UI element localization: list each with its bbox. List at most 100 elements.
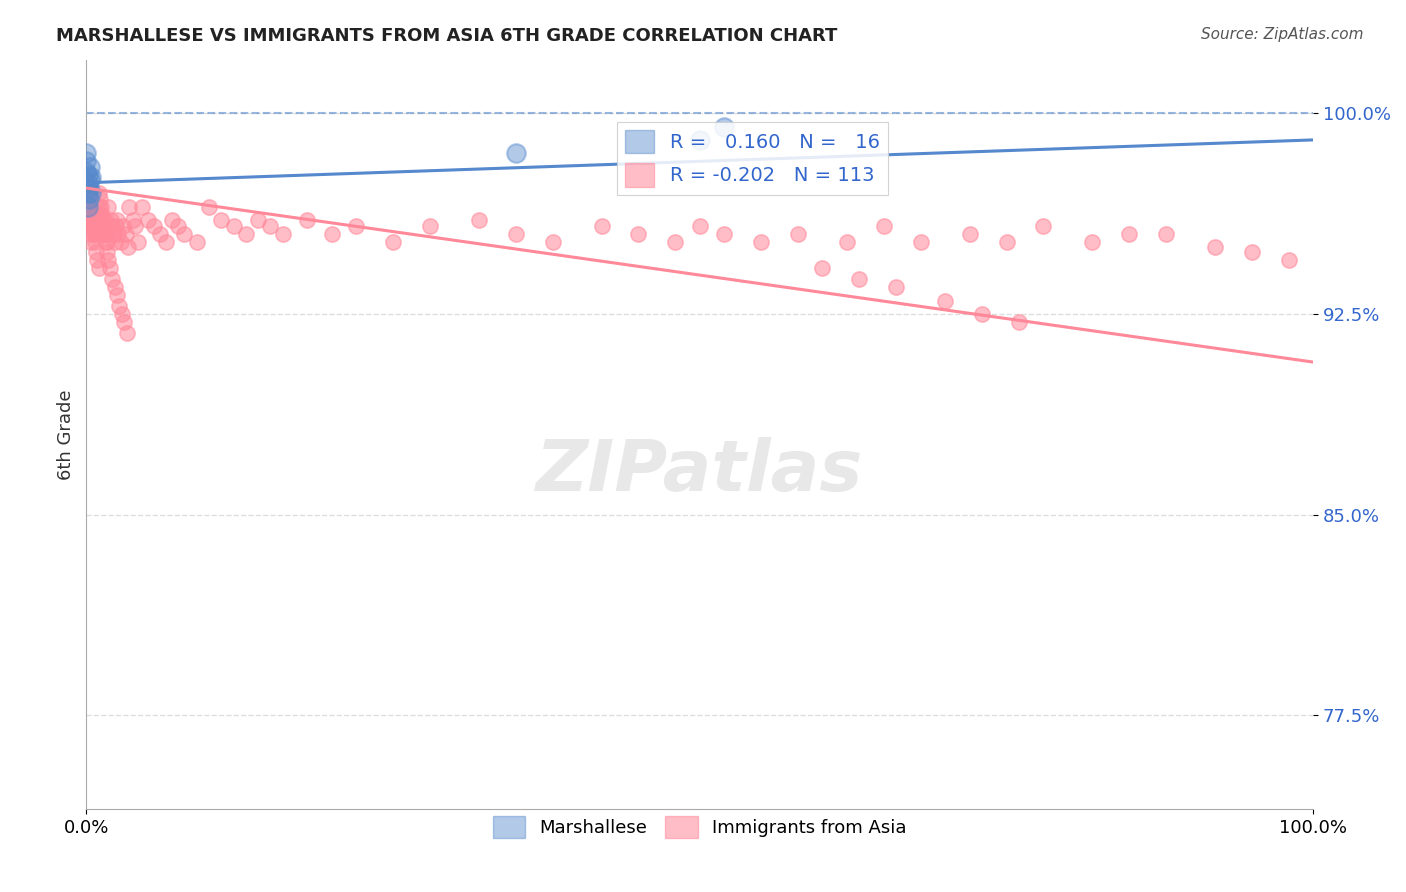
Point bbox=[749, 235, 772, 249]
Point bbox=[84, 208, 107, 222]
Point bbox=[1118, 227, 1140, 241]
Point bbox=[505, 146, 527, 161]
Point bbox=[96, 235, 118, 249]
Point bbox=[97, 253, 120, 268]
Point bbox=[1278, 253, 1301, 268]
Point bbox=[80, 170, 103, 185]
Point bbox=[1032, 219, 1054, 233]
Point bbox=[101, 272, 124, 286]
Point bbox=[87, 186, 110, 201]
Point bbox=[247, 213, 270, 227]
Point bbox=[83, 219, 105, 233]
Point bbox=[209, 213, 232, 227]
Point bbox=[90, 200, 112, 214]
Text: Source: ZipAtlas.com: Source: ZipAtlas.com bbox=[1201, 27, 1364, 42]
Point bbox=[80, 235, 103, 249]
Point bbox=[271, 227, 294, 241]
Point bbox=[970, 307, 993, 321]
Point bbox=[79, 200, 101, 214]
Point bbox=[93, 227, 115, 241]
Point bbox=[505, 227, 527, 241]
Point bbox=[91, 219, 114, 233]
Point bbox=[627, 227, 650, 241]
Point bbox=[835, 235, 858, 249]
Point bbox=[82, 219, 104, 233]
Point bbox=[873, 219, 896, 233]
Point bbox=[79, 219, 101, 233]
Point bbox=[259, 219, 281, 233]
Point bbox=[76, 186, 98, 201]
Point bbox=[90, 208, 112, 222]
Point bbox=[79, 205, 101, 219]
Point bbox=[959, 227, 981, 241]
Point bbox=[664, 235, 686, 249]
Point bbox=[468, 213, 491, 227]
Point bbox=[76, 200, 98, 214]
Point bbox=[75, 192, 97, 206]
Point bbox=[1204, 240, 1226, 254]
Point bbox=[89, 192, 111, 206]
Point bbox=[689, 133, 711, 147]
Point bbox=[105, 213, 128, 227]
Point bbox=[103, 235, 125, 249]
Point bbox=[76, 200, 98, 214]
Point bbox=[76, 186, 98, 201]
Point bbox=[76, 168, 98, 182]
Point bbox=[83, 235, 105, 249]
Point bbox=[80, 186, 103, 201]
Point bbox=[198, 200, 221, 214]
Text: ZIPatlas: ZIPatlas bbox=[536, 437, 863, 507]
Point bbox=[77, 181, 100, 195]
Point bbox=[77, 192, 100, 206]
Point bbox=[75, 146, 97, 161]
Point bbox=[344, 219, 367, 233]
Point bbox=[76, 176, 98, 190]
Point bbox=[76, 181, 98, 195]
Point bbox=[1008, 315, 1031, 329]
Point bbox=[112, 219, 135, 233]
Point bbox=[108, 299, 131, 313]
Point bbox=[84, 245, 107, 260]
Point bbox=[77, 213, 100, 227]
Point bbox=[110, 235, 132, 249]
Point bbox=[160, 213, 183, 227]
Point bbox=[419, 219, 441, 233]
Point bbox=[112, 315, 135, 329]
Point bbox=[149, 227, 172, 241]
Point bbox=[124, 219, 146, 233]
Point bbox=[77, 192, 100, 206]
Point bbox=[93, 227, 115, 241]
Point bbox=[114, 227, 136, 241]
Point bbox=[155, 235, 177, 249]
Point bbox=[910, 235, 932, 249]
Point bbox=[321, 227, 343, 241]
Point bbox=[222, 219, 245, 233]
Point bbox=[87, 200, 110, 214]
Point bbox=[104, 219, 127, 233]
Point bbox=[89, 213, 111, 227]
Point bbox=[107, 227, 129, 241]
Point bbox=[87, 261, 110, 276]
Point bbox=[91, 208, 114, 222]
Point bbox=[84, 219, 107, 233]
Point bbox=[101, 219, 124, 233]
Point bbox=[382, 235, 405, 249]
Point bbox=[1081, 235, 1104, 249]
Point bbox=[142, 219, 165, 233]
Point bbox=[167, 219, 190, 233]
Point bbox=[111, 307, 134, 321]
Point bbox=[79, 160, 101, 174]
Point bbox=[93, 213, 115, 227]
Point bbox=[94, 227, 117, 241]
Point bbox=[1154, 227, 1177, 241]
Point bbox=[295, 213, 318, 227]
Point bbox=[97, 200, 120, 214]
Point bbox=[75, 154, 97, 169]
Point bbox=[83, 227, 105, 241]
Point bbox=[848, 272, 870, 286]
Point bbox=[689, 219, 711, 233]
Point bbox=[118, 200, 141, 214]
Point bbox=[173, 227, 195, 241]
Point bbox=[75, 165, 97, 179]
Point bbox=[787, 227, 810, 241]
